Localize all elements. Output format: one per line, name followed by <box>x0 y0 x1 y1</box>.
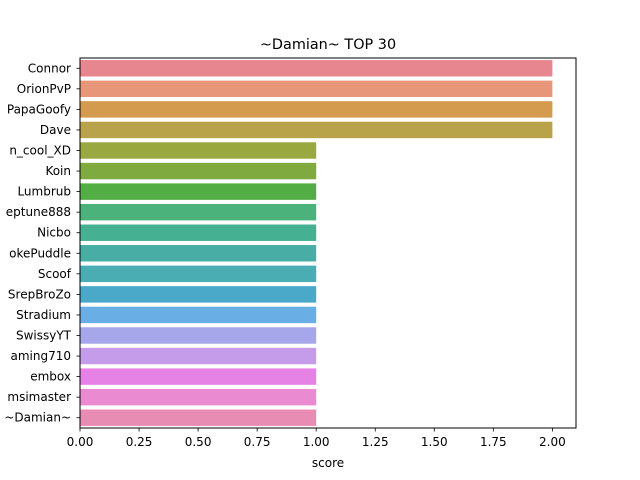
bar <box>80 409 317 426</box>
bar <box>80 286 317 303</box>
y-tick-label: msimaster <box>7 390 71 404</box>
bar <box>80 347 317 365</box>
y-tick-label: eptune888 <box>6 205 71 219</box>
y-tick-label: Connor <box>28 61 71 75</box>
plot-frame <box>79 57 577 429</box>
x-tick-label: 1.00 <box>303 435 330 449</box>
x-axis-ticks: 0.00 0.25 0.50 0.75 1.00 1.25 1.50 1.75 2.00 <box>67 428 566 449</box>
x-tick-label: 0.50 <box>185 435 212 449</box>
bar <box>80 80 553 98</box>
bar <box>80 388 317 406</box>
chart-title: ~Damian~ TOP 30 <box>260 37 396 53</box>
bar <box>80 327 317 344</box>
y-tick-label: SrepBroZo <box>8 287 71 301</box>
bar <box>80 265 317 283</box>
bar <box>80 60 553 77</box>
y-tick-label: Scoof <box>38 267 72 281</box>
x-tick-label: 1.25 <box>362 435 389 449</box>
bar <box>80 224 317 241</box>
bars-group <box>80 60 553 426</box>
x-tick-label: 0.00 <box>67 435 94 449</box>
y-tick-label: Dave <box>40 123 71 137</box>
y-tick-label: SwissyYT <box>16 329 72 343</box>
y-tick-label: aming710 <box>10 349 71 363</box>
bar <box>80 183 317 200</box>
bar <box>80 368 317 385</box>
bar <box>80 101 553 118</box>
y-tick-label: n_cool_XD <box>9 144 71 158</box>
y-tick-label: embox <box>30 370 71 384</box>
x-tick-label: 2.00 <box>539 435 566 449</box>
x-axis-label: score <box>312 456 344 470</box>
bar <box>80 121 553 139</box>
y-tick-label: Nicbo <box>37 226 71 240</box>
x-tick-label: 1.75 <box>480 435 507 449</box>
bar <box>80 306 317 324</box>
bar <box>80 203 317 221</box>
y-tick-label: Stradium <box>16 308 71 322</box>
y-tick-label: okePuddle <box>9 246 71 260</box>
x-tick-label: 0.75 <box>244 435 271 449</box>
bar <box>80 142 317 159</box>
x-tick-label: 1.50 <box>421 435 448 449</box>
bar <box>80 162 317 180</box>
y-tick-label: PapaGoofy <box>7 102 71 116</box>
y-tick-label: ~Damian~ <box>4 411 71 425</box>
x-tick-label: 0.25 <box>126 435 153 449</box>
y-axis-ticks: Connor OrionPvP PapaGoofy Dave n_cool_XD Koin… <box>4 61 80 425</box>
y-tick-label: Koin <box>45 164 71 178</box>
y-tick-label: OrionPvP <box>17 82 71 96</box>
y-tick-label: Lumbrub <box>17 185 71 199</box>
bar <box>80 245 317 262</box>
